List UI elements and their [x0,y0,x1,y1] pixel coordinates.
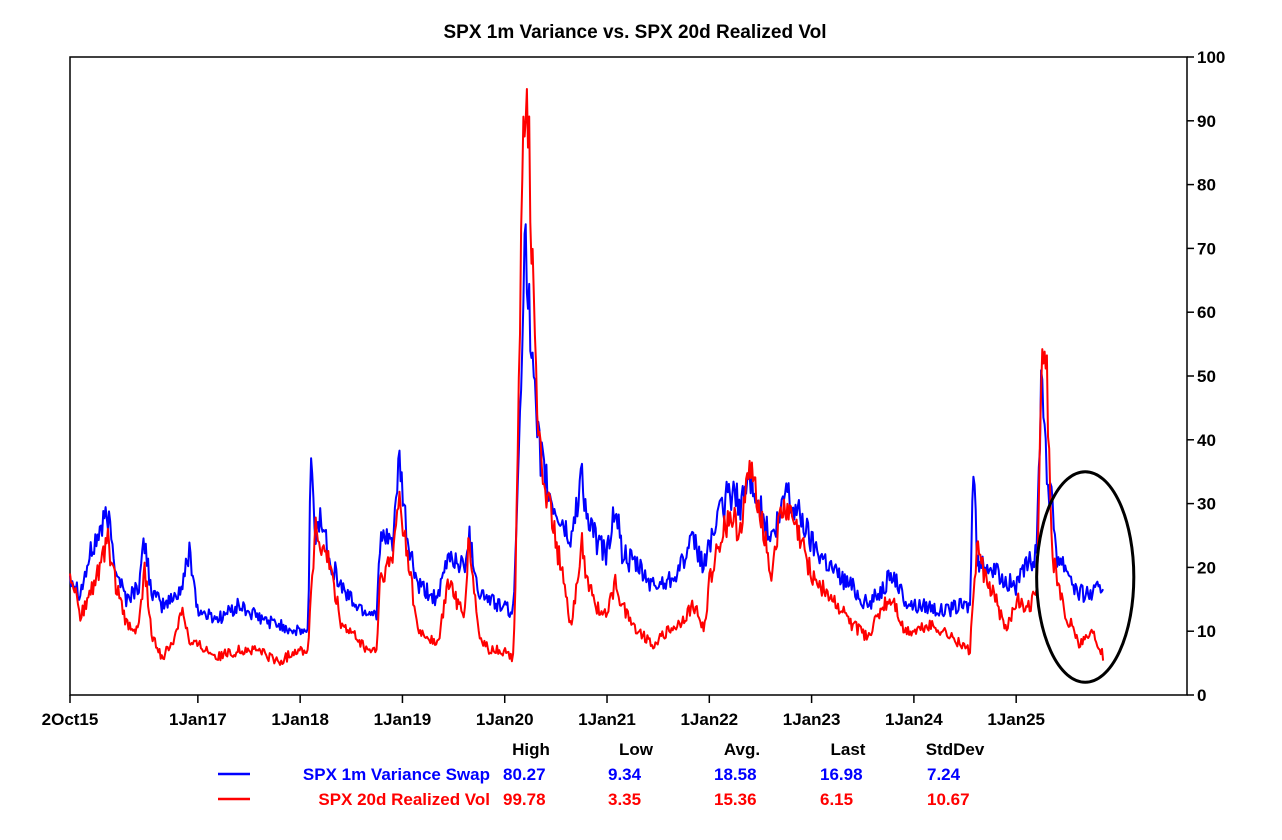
x-tick-label: 1Jan20 [476,710,534,729]
stats-header: Low [619,740,654,759]
y-tick-label: 100 [1197,48,1225,67]
legend-label: SPX 20d Realized Vol [318,790,490,809]
y-tick-label: 20 [1197,558,1216,577]
x-tick-label: 1Jan19 [374,710,432,729]
y-tick-label: 90 [1197,112,1216,131]
y-tick-label: 10 [1197,622,1216,641]
x-tick-label: 1Jan21 [578,710,636,729]
y-tick-label: 60 [1197,303,1216,322]
series-line-variance-swap [69,223,1104,637]
stats-header: Avg. [724,740,760,759]
stats-value: 18.58 [714,765,757,784]
y-tick-label: 30 [1197,495,1216,514]
y-tick-label: 80 [1197,176,1216,195]
stats-value: 16.98 [820,765,863,784]
chart-title: SPX 1m Variance vs. SPX 20d Realized Vol [443,22,826,43]
x-tick-label: 1Jan25 [987,710,1045,729]
x-tick-label: 1Jan17 [169,710,227,729]
series-line-realized-vol [69,88,1105,666]
x-tick-label: 1Jan23 [783,710,841,729]
stats-value: 99.78 [503,790,546,809]
axis-ticks: 0 10 20 30 40 50 60 70 80 90 100 2Oct15 1Jan17 1Jan18… [42,48,1226,729]
plot-area [69,56,1188,696]
y-tick-label: 40 [1197,431,1216,450]
stats-value: 80.27 [503,765,546,784]
stats-value: 15.36 [714,790,757,809]
y-tick-label: 0 [1197,686,1206,705]
stats-value: 9.34 [608,765,642,784]
series-layer [69,88,1105,666]
stats-table: High Low Avg. Last StdDev SPX 1m Variance Swa… [218,740,985,809]
y-tick-label: 70 [1197,239,1216,258]
stats-value: 10.67 [927,790,970,809]
x-tick-label: 1Jan24 [885,710,943,729]
stats-value: 6.15 [820,790,853,809]
x-tick-label: 1Jan18 [271,710,329,729]
stats-value: 3.35 [608,790,641,809]
x-tick-label: 2Oct15 [42,710,99,729]
legend-label: SPX 1m Variance Swap [303,765,490,784]
y-tick-label: 50 [1197,367,1216,386]
stats-header: Last [831,740,866,759]
annotation-ellipse [1035,470,1136,684]
stats-header: StdDev [926,740,985,759]
stats-header: High [512,740,550,759]
x-tick-label: 1Jan22 [680,710,738,729]
stats-value: 7.24 [927,765,961,784]
